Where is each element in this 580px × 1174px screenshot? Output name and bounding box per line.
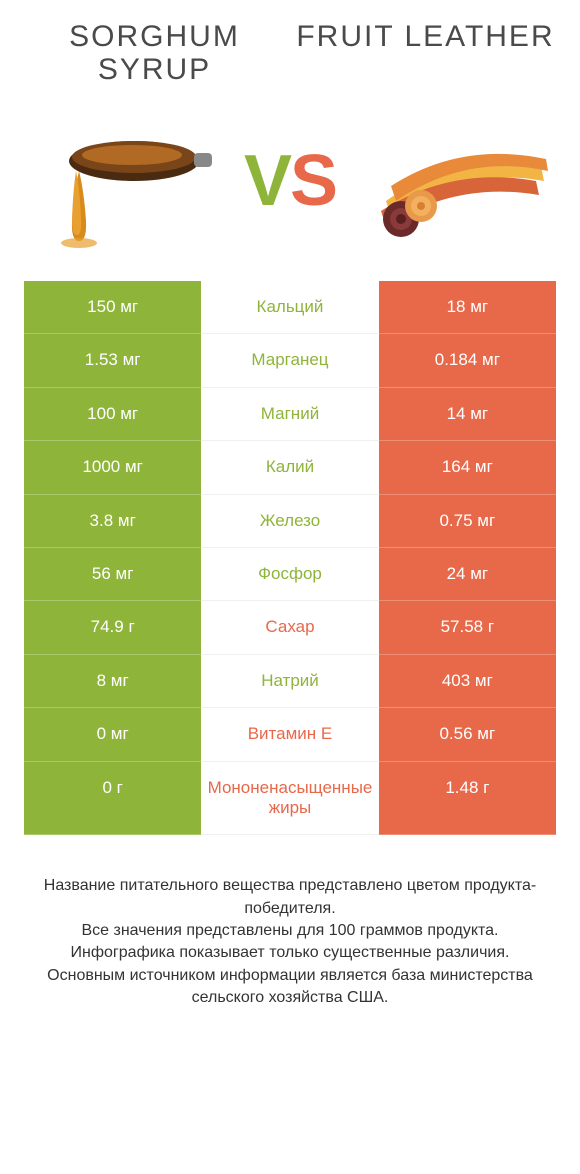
nutrient-label: Фосфор bbox=[201, 548, 378, 601]
table-row: 100 мгМагний14 мг bbox=[24, 388, 556, 441]
right-product-title: FRUIT LEATHER bbox=[295, 20, 556, 53]
left-value: 56 мг bbox=[24, 548, 201, 601]
left-value: 1.53 мг bbox=[24, 334, 201, 387]
nutrient-label: Мононенасыщенные жиры bbox=[201, 762, 378, 836]
nutrient-label: Магний bbox=[201, 388, 378, 441]
table-row: 74.9 гСахар57.58 г bbox=[24, 601, 556, 654]
nutrient-label: Кальций bbox=[201, 281, 378, 334]
footer-line: Название питательного вещества представл… bbox=[28, 875, 552, 920]
left-value: 1000 мг bbox=[24, 441, 201, 494]
table-row: 56 мгФосфор24 мг bbox=[24, 548, 556, 601]
table-row: 0 мгВитамин E0.56 мг bbox=[24, 708, 556, 761]
table-row: 1000 мгКалий164 мг bbox=[24, 441, 556, 494]
table-row: 8 мгНатрий403 мг bbox=[24, 655, 556, 708]
vs-label: VS bbox=[244, 145, 336, 217]
left-value: 8 мг bbox=[24, 655, 201, 708]
left-value: 150 мг bbox=[24, 281, 201, 334]
right-value: 0.75 мг bbox=[379, 495, 556, 548]
table-row: 3.8 мгЖелезо0.75 мг bbox=[24, 495, 556, 548]
footer-line: Все значения представлены для 100 граммо… bbox=[28, 920, 552, 942]
nutrition-table: 150 мгКальций18 мг1.53 мгМарганец0.184 м… bbox=[24, 281, 556, 835]
right-value: 14 мг bbox=[379, 388, 556, 441]
right-product-image bbox=[366, 111, 556, 251]
right-value: 403 мг bbox=[379, 655, 556, 708]
footer-line: Инфографика показывает только существенн… bbox=[28, 942, 552, 964]
left-value: 100 мг bbox=[24, 388, 201, 441]
left-value: 0 мг bbox=[24, 708, 201, 761]
left-product-title: SORGHUM SYRUP bbox=[24, 20, 285, 86]
vs-v: V bbox=[244, 145, 290, 217]
right-value: 24 мг bbox=[379, 548, 556, 601]
comparison-infographic: SORGHUM SYRUP FRUIT LEATHER VS bbox=[0, 0, 580, 1040]
nutrient-label: Марганец bbox=[201, 334, 378, 387]
nutrient-label: Витамин E bbox=[201, 708, 378, 761]
footer-notes: Название питательного вещества представл… bbox=[24, 875, 556, 1009]
right-value: 0.56 мг bbox=[379, 708, 556, 761]
left-value: 3.8 мг bbox=[24, 495, 201, 548]
right-value: 18 мг bbox=[379, 281, 556, 334]
nutrient-label: Натрий bbox=[201, 655, 378, 708]
left-value: 74.9 г bbox=[24, 601, 201, 654]
nutrient-label: Сахар bbox=[201, 601, 378, 654]
table-row: 0 гМононенасыщенные жиры1.48 г bbox=[24, 762, 556, 836]
header: SORGHUM SYRUP FRUIT LEATHER bbox=[24, 20, 556, 86]
table-row: 1.53 мгМарганец0.184 мг bbox=[24, 334, 556, 387]
right-value: 1.48 г bbox=[379, 762, 556, 836]
nutrient-label: Калий bbox=[201, 441, 378, 494]
left-product-image bbox=[24, 111, 214, 251]
footer-line: Основным источником информации является … bbox=[28, 965, 552, 1010]
right-value: 164 мг bbox=[379, 441, 556, 494]
right-value: 0.184 мг bbox=[379, 334, 556, 387]
left-value: 0 г bbox=[24, 762, 201, 836]
right-value: 57.58 г bbox=[379, 601, 556, 654]
table-row: 150 мгКальций18 мг bbox=[24, 281, 556, 334]
images-row: VS bbox=[24, 111, 556, 251]
vs-s: S bbox=[290, 145, 336, 217]
nutrient-label: Железо bbox=[201, 495, 378, 548]
